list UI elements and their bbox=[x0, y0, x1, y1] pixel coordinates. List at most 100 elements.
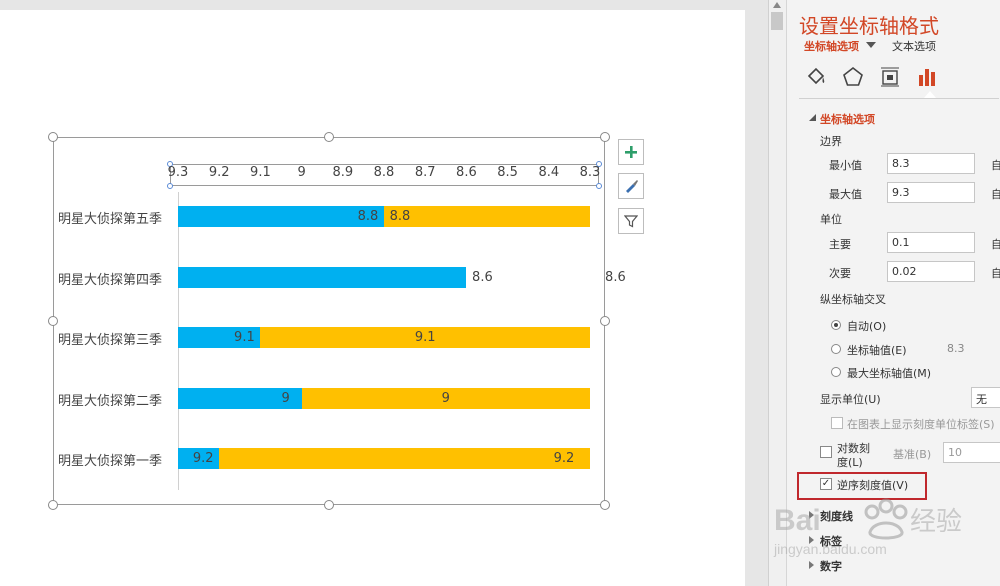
log-scale-label-2[interactable]: 度(L) bbox=[837, 456, 863, 469]
annotation-highlight-box bbox=[797, 472, 927, 500]
resize-handle[interactable] bbox=[600, 316, 610, 326]
bar-orange[interactable] bbox=[301, 387, 590, 409]
slide[interactable] bbox=[0, 10, 745, 586]
reverse-order-label[interactable]: 逆序刻度值(V) bbox=[837, 479, 909, 492]
category-label: 明星大侦探第三季 bbox=[58, 333, 163, 348]
chart-styles-button[interactable] bbox=[618, 173, 644, 199]
category-label: 明星大侦探第一季 bbox=[58, 454, 163, 469]
format-axis-pane: 设置坐标轴格式 坐标轴选项 文本选项 坐标轴选项 边界 最小值 8.3 自 最大… bbox=[786, 0, 1000, 586]
data-label-blue: 9.2 bbox=[192, 451, 214, 466]
section-number[interactable]: 数字 bbox=[820, 560, 842, 573]
bar-orange[interactable] bbox=[219, 448, 590, 469]
major-label: 主要 bbox=[829, 238, 851, 251]
section-labels[interactable]: 标签 bbox=[820, 535, 842, 548]
baidu-watermark-logo: Bai 经验 jingyan.baidu.com bbox=[773, 498, 962, 557]
data-label-orange: 8.6 bbox=[605, 269, 626, 285]
resize-handle[interactable] bbox=[600, 132, 610, 142]
selected-tab-indicator bbox=[924, 91, 936, 98]
auto-reset-min[interactable]: 自 bbox=[991, 159, 1000, 172]
bar-blue[interactable] bbox=[178, 266, 467, 288]
brush-icon bbox=[626, 180, 638, 193]
data-label-orange: 9 bbox=[441, 390, 450, 406]
bar-blue[interactable] bbox=[178, 448, 220, 469]
min-input[interactable]: 8.3 bbox=[887, 153, 975, 174]
minor-input[interactable]: 0.02 bbox=[887, 261, 975, 282]
cross-auto-label[interactable]: 自动(O) bbox=[847, 320, 887, 333]
radio-cross-value[interactable] bbox=[831, 344, 841, 354]
bar-chart-icon[interactable] bbox=[916, 66, 938, 88]
data-label-blue: 8.8 bbox=[357, 209, 379, 224]
bar-blue[interactable] bbox=[178, 327, 261, 348]
bar-orange[interactable] bbox=[260, 327, 590, 348]
resize-handle[interactable] bbox=[48, 316, 58, 326]
axis-handle[interactable] bbox=[167, 161, 173, 167]
dropdown-arrow-icon[interactable] bbox=[866, 42, 876, 48]
expand-triangle-icon[interactable] bbox=[809, 536, 814, 544]
axis-tick-label: 8.9 bbox=[332, 165, 354, 180]
cross-value-label[interactable]: 坐标轴值(E) bbox=[847, 344, 907, 357]
display-units-label: 显示单位(U) bbox=[820, 393, 881, 406]
cross-value-input[interactable]: 8.3 bbox=[947, 342, 965, 355]
bar-blue[interactable] bbox=[178, 206, 384, 227]
vertical-scrollbar[interactable] bbox=[768, 0, 786, 586]
collapse-triangle-icon[interactable] bbox=[809, 114, 816, 121]
auto-reset-minor[interactable]: 自 bbox=[991, 267, 1000, 280]
axis-handle[interactable] bbox=[167, 183, 173, 189]
major-input[interactable]: 0.1 bbox=[887, 232, 975, 253]
max-input[interactable]: 9.3 bbox=[887, 182, 975, 203]
data-label-orange: 9.2 bbox=[553, 451, 575, 466]
axis-tick-label: 8.4 bbox=[538, 165, 560, 180]
max-label: 最大值 bbox=[829, 188, 862, 201]
filter-icon bbox=[624, 215, 638, 228]
scroll-up-arrow-icon[interactable] bbox=[773, 2, 781, 8]
section-tick-marks[interactable]: 刻度线 bbox=[820, 510, 853, 523]
bar-blue[interactable] bbox=[178, 387, 302, 409]
tab-text-options[interactable]: 文本选项 bbox=[892, 40, 936, 53]
minor-label: 次要 bbox=[829, 267, 851, 280]
min-label: 最小值 bbox=[829, 159, 862, 172]
chart-elements-button[interactable] bbox=[618, 139, 644, 165]
axis-tick-label: 9.2 bbox=[208, 165, 230, 180]
data-label-blue: 8.6 bbox=[472, 269, 493, 285]
section-axis-options[interactable]: 坐标轴选项 bbox=[820, 113, 875, 126]
paint-bucket-icon[interactable] bbox=[805, 66, 827, 88]
display-units-select[interactable]: 无 bbox=[971, 387, 1000, 408]
axis-tick-label: 9 bbox=[297, 165, 306, 180]
data-label-orange: 9.1 bbox=[414, 330, 436, 345]
expand-triangle-icon[interactable] bbox=[809, 561, 814, 569]
show-units-checkbox[interactable] bbox=[831, 417, 843, 429]
data-label-blue: 9 bbox=[281, 390, 290, 406]
radio-cross-max[interactable] bbox=[831, 367, 841, 377]
resize-handle[interactable] bbox=[600, 500, 610, 510]
pane-title: 设置坐标轴格式 bbox=[799, 14, 939, 38]
resize-handle[interactable] bbox=[324, 132, 334, 142]
scroll-thumb[interactable] bbox=[771, 12, 783, 30]
axis-tick-label: 9.3 bbox=[167, 165, 189, 180]
show-units-label: 在图表上显示刻度单位标签(S) bbox=[847, 418, 995, 431]
cross-max-label[interactable]: 最大坐标轴值(M) bbox=[847, 367, 932, 380]
size-properties-icon[interactable] bbox=[879, 66, 901, 88]
base-input[interactable]: 10 bbox=[943, 442, 1000, 463]
resize-handle[interactable] bbox=[324, 500, 334, 510]
auto-reset-max[interactable]: 自 bbox=[991, 188, 1000, 201]
reverse-order-checkbox[interactable]: ✓ bbox=[820, 478, 832, 490]
horizontal-axis-selection[interactable] bbox=[170, 164, 599, 186]
axis-tick-label: 8.6 bbox=[456, 165, 477, 180]
radio-cross-auto[interactable] bbox=[831, 320, 841, 330]
category-label: 明星大侦探第二季 bbox=[58, 393, 163, 409]
base-label: 基准(B) bbox=[893, 448, 932, 461]
axis-handle[interactable] bbox=[596, 161, 602, 167]
auto-reset-major[interactable]: 自 bbox=[991, 238, 1000, 251]
axis-handle[interactable] bbox=[596, 183, 602, 189]
resize-handle[interactable] bbox=[48, 500, 58, 510]
units-heading: 单位 bbox=[820, 213, 842, 226]
bar-orange[interactable] bbox=[384, 206, 590, 227]
resize-handle[interactable] bbox=[48, 132, 58, 142]
log-scale-checkbox[interactable] bbox=[820, 446, 832, 458]
log-scale-label-1[interactable]: 对数刻 bbox=[837, 442, 870, 455]
expand-triangle-icon[interactable] bbox=[809, 511, 814, 519]
category-label: 明星大侦探第四季 bbox=[58, 272, 163, 288]
chart-filters-button[interactable] bbox=[618, 208, 644, 234]
tab-axis-options[interactable]: 坐标轴选项 bbox=[804, 40, 859, 53]
pentagon-icon[interactable] bbox=[842, 66, 864, 88]
